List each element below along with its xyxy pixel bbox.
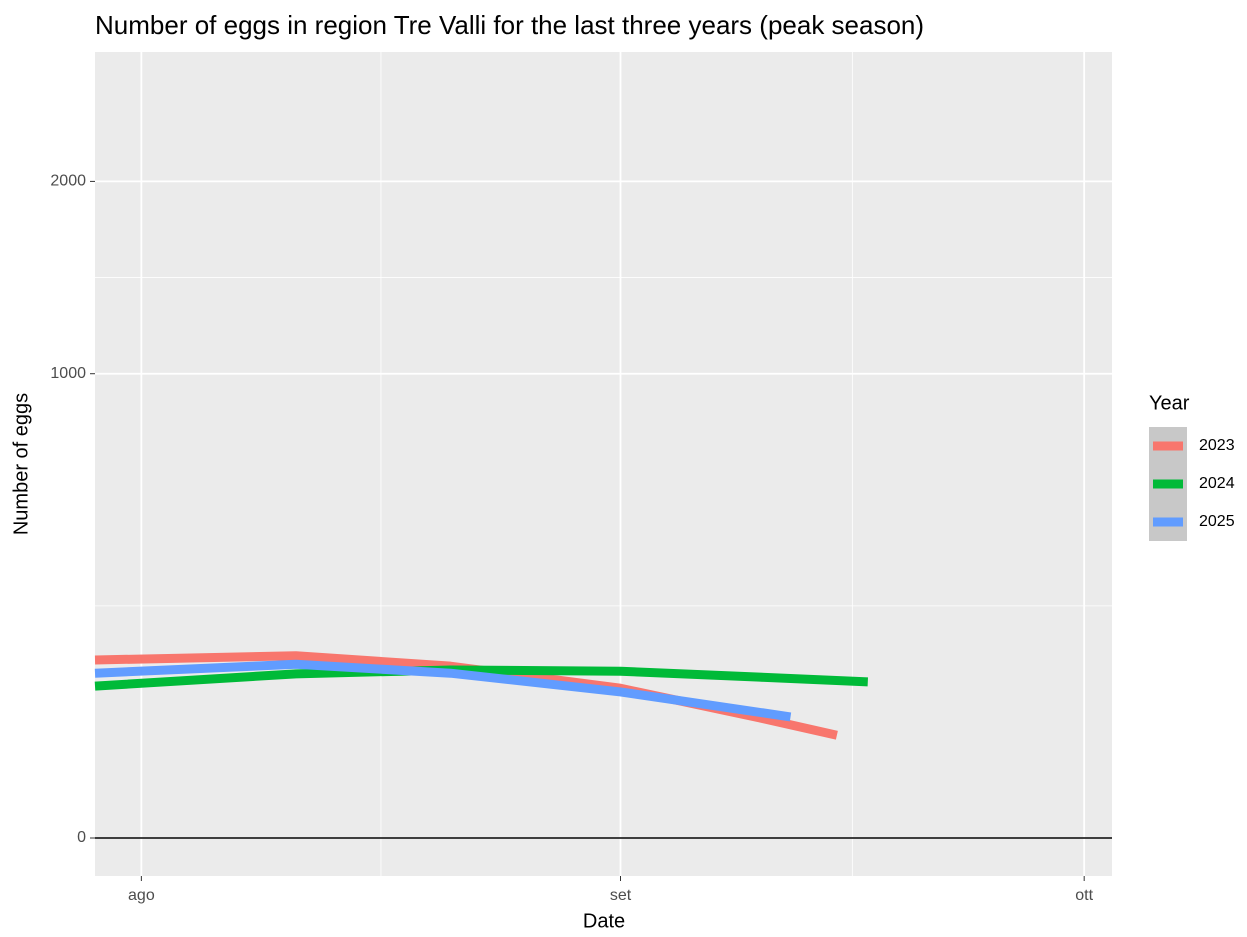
plot-panel (95, 52, 1112, 876)
x-tick-label: set (610, 887, 632, 904)
y-tick-label: 2000 (50, 173, 86, 190)
smooth-line (94, 659, 792, 722)
chart-title: Number of eggs in region Tre Valli for t… (95, 10, 924, 40)
x-tick-label: ott (1075, 887, 1093, 904)
legend-label: 2023 (1199, 437, 1235, 454)
y-axis-label: Number of eggs (10, 393, 32, 535)
y-tick-label: 0 (77, 829, 86, 846)
legend-label: 2025 (1199, 513, 1235, 530)
smooth-line (94, 651, 838, 740)
smooth-line (94, 665, 868, 691)
legend-title: Year (1149, 392, 1190, 414)
x-tick-label: ago (128, 887, 155, 904)
x-axis-label: Date (583, 910, 625, 932)
y-tick-label: 1000 (50, 365, 86, 382)
legend-label: 2024 (1199, 475, 1235, 492)
